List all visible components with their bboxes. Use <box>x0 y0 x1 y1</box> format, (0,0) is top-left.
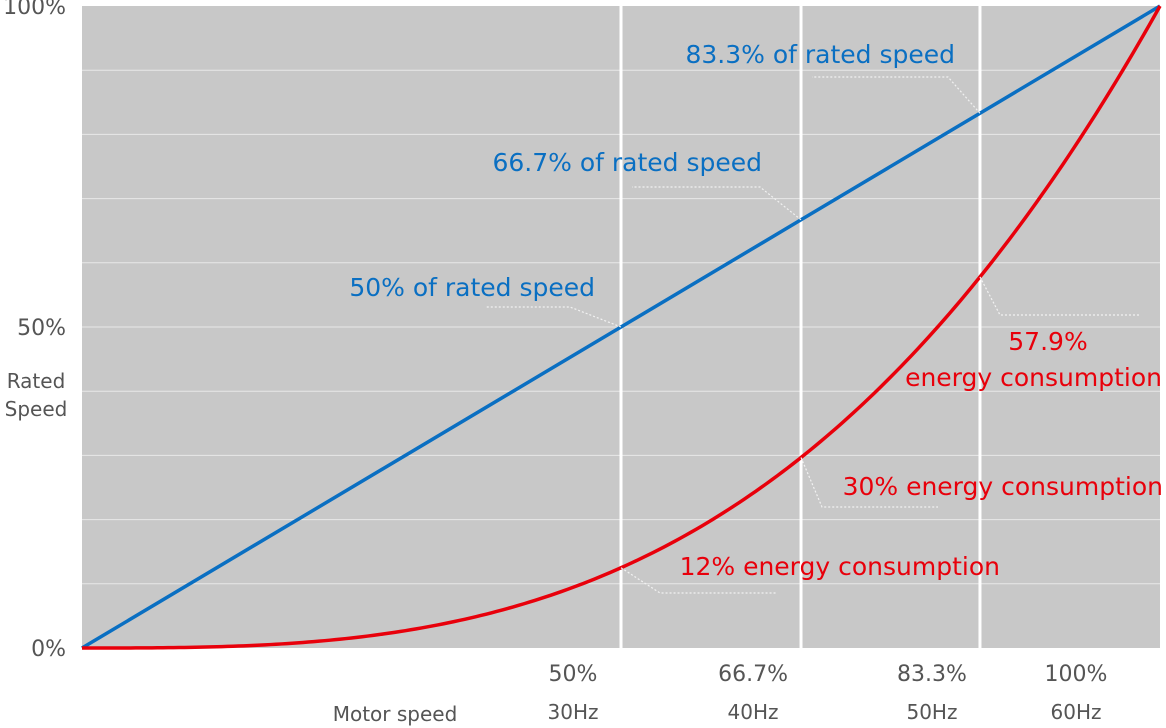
annotation-label: 30% energy consumption <box>843 472 1163 501</box>
x-tick-label: 83.3% <box>897 662 967 687</box>
annotation-label: 12% energy consumption <box>680 552 1000 581</box>
annotation-label-line2: energy consumption <box>905 363 1162 392</box>
y-tick-label: 100% <box>3 0 66 20</box>
annotation-leaders <box>486 76 1140 594</box>
y-axis-label: Speed <box>5 397 68 421</box>
annotation-label: 57.9% <box>1008 327 1087 356</box>
annotation-leader <box>632 186 802 221</box>
y-axis-label: Rated <box>7 369 66 393</box>
x-tick-label: 100% <box>1045 662 1108 687</box>
x-tick-label: 66.7% <box>718 662 788 687</box>
annotation-leader <box>979 276 1140 316</box>
x-tick-sublabel: 30Hz <box>548 700 599 724</box>
labels: 0% 50% 100% Rated Speed 50% 30Hz 66.7% 40Hz 83.3%… <box>3 0 1163 726</box>
x-tick-sublabel: 50Hz <box>906 700 957 724</box>
y-tick-label: 50% <box>17 316 66 341</box>
x-tick-sublabel: 40Hz <box>728 700 779 724</box>
annotation-leader <box>800 457 938 508</box>
annotation-label: 83.3% of rated speed <box>685 40 955 69</box>
x-axis-label: Motor speed <box>333 702 458 726</box>
annotation-label: 66.7% of rated speed <box>492 148 762 177</box>
annotation-leader <box>812 76 981 114</box>
y-tick-label: 0% <box>31 637 66 662</box>
x-tick-sublabel: 60Hz <box>1051 700 1102 724</box>
x-tick-label: 50% <box>549 662 598 687</box>
annotation-label: 50% of rated speed <box>349 273 595 302</box>
